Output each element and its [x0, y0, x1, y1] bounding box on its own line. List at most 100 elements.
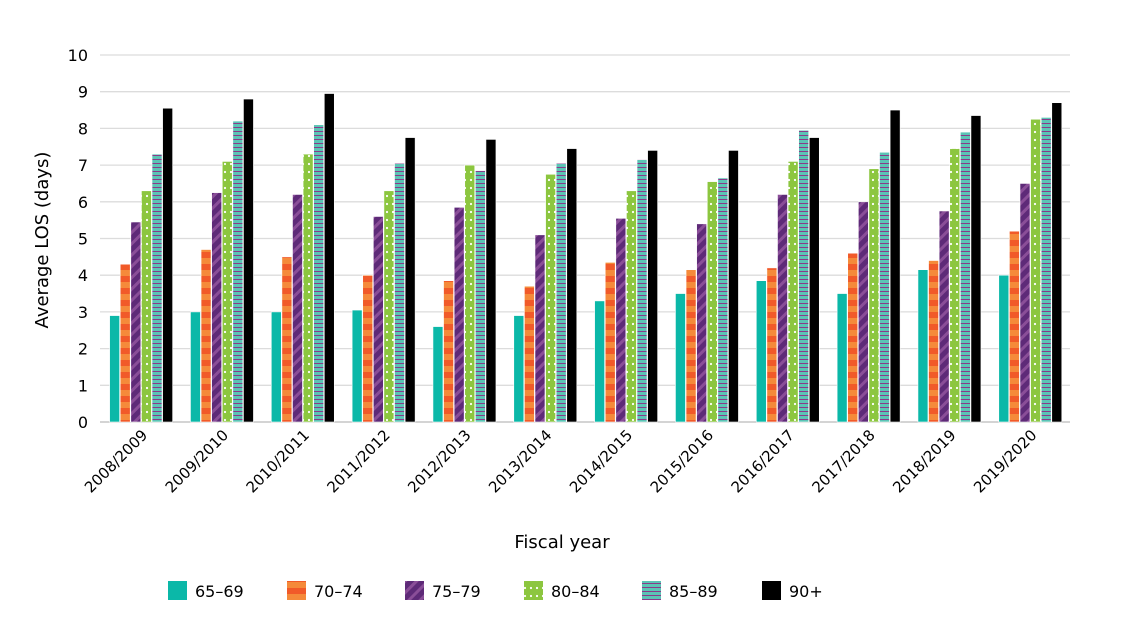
x-tick-label: 2016/2017 — [728, 426, 798, 496]
x-tick-label: 2011/2012 — [323, 426, 393, 496]
bar-90+-2012/2013 — [485, 139, 497, 423]
bar-75–79-2012/2013 — [453, 207, 465, 423]
bar-80–84-2015/2016 — [706, 181, 718, 423]
bar-90+-2013/2014 — [566, 148, 578, 423]
y-tick-label: 1 — [78, 376, 88, 395]
bar-90+-2009/2010 — [243, 98, 254, 423]
y-tick-label: 5 — [78, 230, 88, 249]
bar-90+-2015/2016 — [728, 150, 739, 423]
bar-80–84-2019/2020 — [1030, 118, 1041, 423]
bar-90+-2014/2015 — [647, 150, 658, 423]
bar-85–89-2012/2013 — [475, 170, 486, 423]
bar-85–89-2017/2018 — [879, 151, 890, 423]
bar-65–69-2008/2009 — [109, 315, 120, 423]
bar-80–84-2012/2013 — [464, 164, 476, 423]
bar-85–89-2019/2020 — [1040, 117, 1052, 423]
x-tick-label: 2009/2010 — [162, 426, 232, 496]
bar-75–79-2011/2012 — [373, 216, 384, 423]
x-tick-label: 2014/2015 — [566, 426, 636, 496]
x-tick-label: 2018/2019 — [889, 426, 959, 496]
legend-label: 85–89 — [669, 582, 718, 601]
bar-85–89-2010/2011 — [313, 124, 324, 423]
bar-65–69-2013/2014 — [513, 315, 525, 423]
legend-swatch — [524, 581, 543, 600]
bar-70–74-2008/2009 — [119, 263, 131, 423]
bar-80–84-2018/2019 — [949, 148, 961, 423]
y-tick-label: 2 — [78, 340, 88, 359]
bar-90+-2016/2017 — [808, 137, 820, 423]
bar-85–89-2009/2010 — [232, 120, 244, 423]
bar-75–79-2017/2018 — [858, 201, 869, 423]
bar-85–89-2014/2015 — [636, 159, 648, 423]
y-tick-label: 3 — [78, 303, 88, 322]
bar-70–74-2018/2019 — [928, 260, 939, 423]
y-tick-label: 7 — [78, 156, 88, 175]
x-tick-label: 2015/2016 — [647, 426, 717, 496]
bar-65–69-2010/2011 — [270, 311, 282, 423]
y-tick-label: 0 — [78, 413, 88, 432]
bar-90+-2019/2020 — [1051, 102, 1063, 423]
x-tick-label: 2017/2018 — [808, 426, 878, 496]
legend: 65–69 70–74 75–79 80–84 85–89 90+ — [168, 581, 823, 601]
legend-swatch — [168, 581, 187, 600]
y-tick-label: 4 — [78, 266, 88, 285]
y-tick-label: 10 — [68, 46, 88, 65]
bar-75–79-2013/2014 — [534, 234, 546, 423]
bar-85–89-2018/2019 — [960, 131, 971, 423]
bar-65–69-2018/2019 — [917, 269, 929, 423]
bar-70–74-2014/2015 — [604, 262, 616, 423]
bar-80–84-2016/2017 — [787, 161, 799, 423]
bar-75–79-2010/2011 — [292, 194, 303, 423]
y-axis-label: Average LOS (days) — [32, 152, 53, 329]
bar-75–79-2019/2020 — [1019, 183, 1031, 423]
bar-65–69-2014/2015 — [594, 300, 605, 423]
bar-65–69-2019/2020 — [998, 274, 1010, 423]
bar-75–79-2014/2015 — [615, 218, 627, 423]
x-tick-label: 2008/2009 — [81, 426, 151, 496]
bar-90+-2017/2018 — [889, 109, 901, 423]
bar-80–84-2009/2010 — [221, 161, 233, 423]
legend-label: 70–74 — [314, 582, 363, 601]
bar-80–84-2017/2018 — [868, 168, 880, 423]
x-tick-label: 2012/2013 — [404, 426, 474, 496]
legend-swatch — [287, 581, 306, 600]
bar-85–89-2016/2017 — [798, 129, 809, 423]
bar-65–69-2012/2013 — [432, 326, 444, 423]
bar-75–79-2008/2009 — [130, 221, 142, 423]
bar-70–74-2015/2016 — [685, 269, 697, 423]
x-tick-label: 2013/2014 — [485, 426, 555, 496]
legend-swatch — [762, 581, 781, 600]
bar-85–89-2008/2009 — [151, 153, 163, 423]
bar-90+-2008/2009 — [162, 107, 173, 423]
bar-85–89-2011/2012 — [394, 162, 405, 423]
bar-80–84-2014/2015 — [626, 190, 637, 423]
bar-80–84-2011/2012 — [383, 190, 395, 423]
bar-90+-2018/2019 — [970, 115, 982, 423]
bar-75–79-2015/2016 — [696, 223, 707, 423]
bar-70–74-2013/2014 — [524, 285, 535, 423]
bar-70–74-2012/2013 — [443, 280, 454, 423]
bar-70–74-2016/2017 — [766, 267, 778, 423]
x-axis-label: Fiscal year — [514, 532, 610, 553]
bar-70–74-2017/2018 — [847, 252, 859, 423]
bar-65–69-2011/2012 — [351, 309, 363, 423]
bar-65–69-2009/2010 — [190, 311, 201, 423]
legend-label: 65–69 — [195, 582, 244, 601]
bar-90+-2011/2012 — [404, 137, 416, 423]
legend-label: 75–79 — [432, 582, 481, 601]
bar-85–89-2015/2016 — [717, 177, 729, 423]
x-tick-label: 2019/2020 — [970, 426, 1040, 496]
y-tick-label: 8 — [78, 119, 88, 138]
bar-70–74-2009/2010 — [200, 249, 212, 423]
bar-70–74-2011/2012 — [362, 274, 374, 423]
y-tick-label: 6 — [78, 193, 88, 212]
bar-75–79-2016/2017 — [777, 194, 788, 423]
bar-65–69-2017/2018 — [836, 293, 848, 423]
y-tick-label: 9 — [78, 83, 88, 102]
bar-70–74-2010/2011 — [281, 256, 293, 423]
legend-label: 90+ — [789, 582, 823, 601]
bar-80–84-2008/2009 — [141, 190, 152, 423]
bar-90+-2010/2011 — [323, 93, 335, 423]
